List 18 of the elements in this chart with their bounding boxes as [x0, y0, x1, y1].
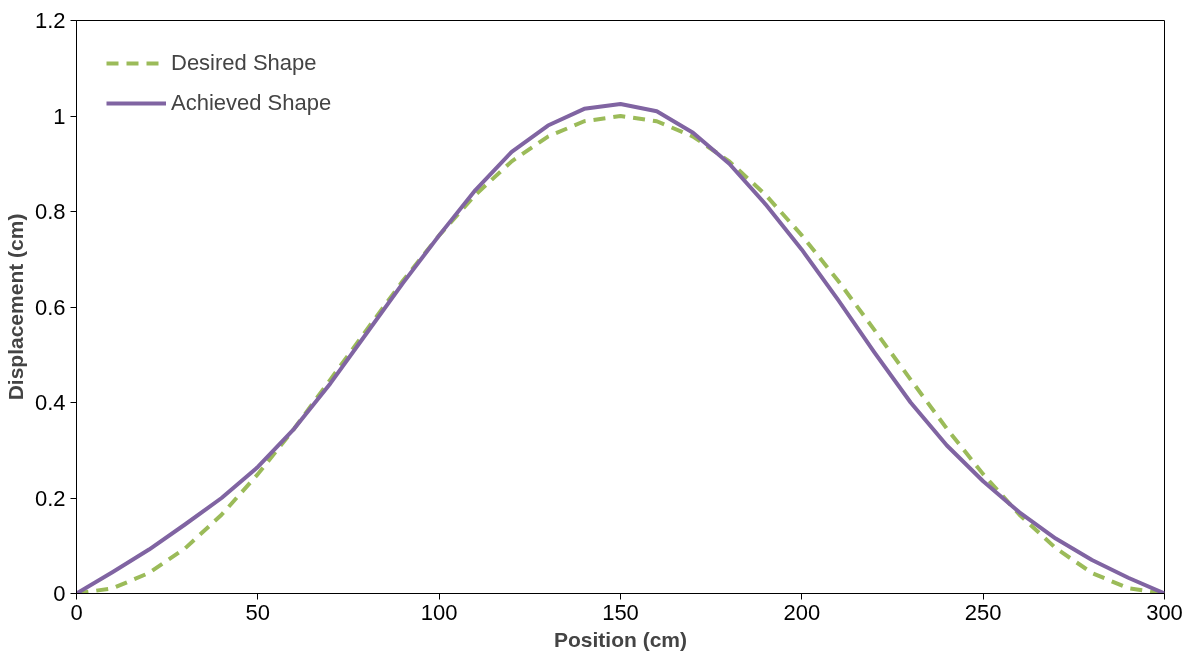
x-tick-label: 200	[783, 599, 821, 625]
x-tick-label: 250	[964, 599, 1002, 625]
x-tick-label: 150	[602, 599, 639, 625]
y-tick-label: 0.8	[34, 199, 66, 224]
x-tick-label: 300	[1146, 599, 1183, 625]
legend-label: Desired Shape	[171, 50, 317, 76]
y-tick-label: 1.2	[34, 8, 66, 33]
y-tick-label: 0.4	[34, 390, 66, 415]
x-tick-label: 0	[70, 599, 83, 625]
y-tick-label: 0.2	[34, 485, 66, 511]
legend-label: Achieved Shape	[171, 90, 332, 116]
x-tick-label: 50	[245, 599, 271, 625]
y-tick-label: 0	[53, 581, 66, 606]
y-tick-label: 0.6	[34, 294, 66, 320]
x-axis-title: Position (cm)	[554, 627, 688, 651]
y-tick-label: 1	[53, 103, 66, 129]
y-axis-title: Displacement (cm)	[3, 213, 27, 401]
x-tick-label: 100	[420, 599, 458, 625]
